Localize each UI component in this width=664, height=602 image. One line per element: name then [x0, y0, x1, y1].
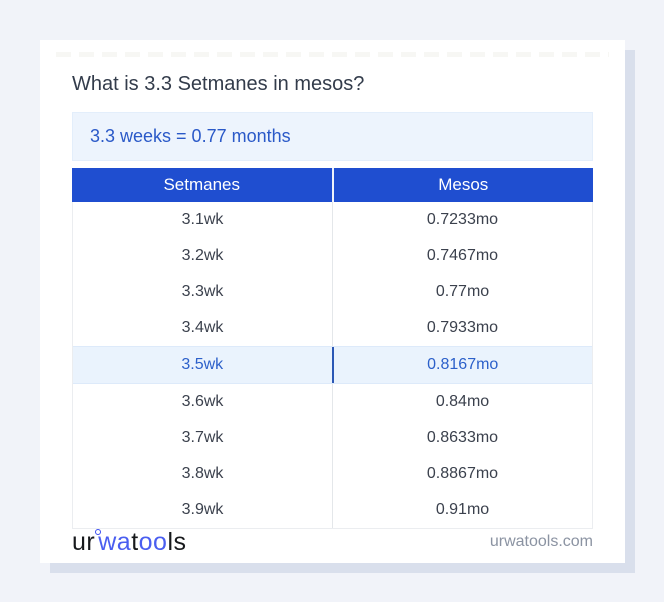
logo-text-oo: oo	[138, 527, 168, 556]
table-body: 3.1wk 0.7233mo 3.2wk 0.7467mo 3.3wk 0.77…	[72, 202, 593, 529]
mesos-cell[interactable]: 0.84mo	[332, 384, 592, 420]
table-row[interactable]: 3.1wk 0.7233mo	[73, 202, 592, 238]
setmanes-cell[interactable]: 3.1wk	[181, 211, 224, 228]
converter-card: What is 3.3 Setmanes in mesos? 3.3 weeks…	[40, 40, 625, 563]
decorative-dotted-band	[56, 52, 609, 57]
logo-text-wa: wa	[98, 527, 132, 556]
table-header-row: Setmanes Mesos	[72, 168, 593, 202]
mesos-cell[interactable]: 0.7233mo	[332, 202, 592, 238]
setmanes-cell[interactable]: 3.6wk	[181, 393, 224, 410]
table-row[interactable]: 3.8wk 0.8867mo	[73, 456, 592, 492]
column-header-setmanes: Setmanes	[163, 175, 241, 194]
table-row[interactable]: 3.7wk 0.8633mo	[73, 420, 592, 456]
conversion-answer-box: 3.3 weeks = 0.77 months	[72, 112, 593, 161]
table-row[interactable]: 3.3wk 0.77mo	[73, 274, 592, 310]
column-header-mesos: Mesos	[331, 168, 594, 202]
conversion-table: Setmanes Mesos 3.1wk 0.7233mo 3.2wk 0.74…	[72, 168, 593, 529]
setmanes-cell[interactable]: 3.9wk	[181, 501, 224, 518]
mesos-cell[interactable]: 0.7467mo	[332, 238, 592, 274]
table-row[interactable]: 3.2wk 0.7467mo	[73, 238, 592, 274]
logo-text-t: t	[131, 527, 139, 556]
setmanes-cell[interactable]: 3.7wk	[181, 429, 224, 446]
logo-text-ls: ls	[167, 527, 187, 556]
mesos-cell[interactable]: 0.7933mo	[332, 310, 592, 346]
logo-ring-icon	[95, 528, 102, 535]
setmanes-cell[interactable]: 3.8wk	[181, 465, 224, 482]
site-domain-text: urwatools.com	[489, 533, 593, 550]
mesos-cell[interactable]: 0.91mo	[332, 492, 592, 528]
page-title: What is 3.3 Setmanes in mesos?	[72, 73, 365, 95]
mesos-cell[interactable]: 0.8633mo	[332, 420, 592, 456]
setmanes-cell[interactable]: 3.4wk	[181, 319, 224, 336]
mesos-cell[interactable]: 0.8867mo	[332, 456, 592, 492]
mesos-cell[interactable]: 0.8167mo	[331, 347, 593, 383]
mesos-cell[interactable]: 0.77mo	[332, 274, 592, 310]
table-row[interactable]: 3.6wk 0.84mo	[73, 384, 592, 420]
urwatools-logo[interactable]: ur watools	[72, 528, 187, 557]
setmanes-cell[interactable]: 3.2wk	[181, 247, 224, 264]
table-row[interactable]: 3.9wk 0.91mo	[73, 492, 592, 528]
table-row[interactable]: 3.4wk 0.7933mo	[73, 310, 592, 346]
setmanes-cell[interactable]: 3.3wk	[181, 283, 224, 300]
setmanes-cell[interactable]: 3.5wk	[181, 356, 224, 373]
table-row-highlighted[interactable]: 3.5wk 0.8167mo	[73, 346, 592, 384]
logo-text-ur: ur	[72, 527, 96, 556]
conversion-answer-text: 3.3 weeks = 0.77 months	[90, 126, 291, 146]
card-footer: ur watools urwatools.com	[72, 521, 593, 563]
